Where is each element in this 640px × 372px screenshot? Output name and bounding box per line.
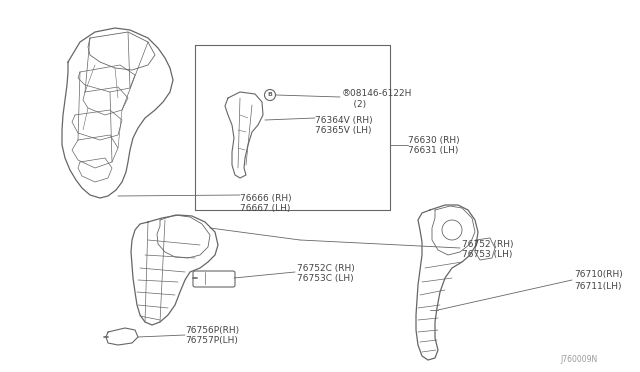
Text: 76710(RH): 76710(RH) [574, 270, 623, 279]
Text: 76365V (LH): 76365V (LH) [315, 126, 371, 135]
Text: B: B [268, 93, 273, 97]
Text: 76753C (LH): 76753C (LH) [297, 275, 354, 283]
Text: (2): (2) [342, 100, 366, 109]
Text: 76711(LH): 76711(LH) [574, 282, 621, 291]
Text: J760009N: J760009N [560, 356, 597, 365]
Text: 76757P(LH): 76757P(LH) [185, 337, 238, 346]
Text: 76667 (LH): 76667 (LH) [240, 205, 291, 214]
Text: 76753 (LH): 76753 (LH) [462, 250, 513, 260]
Text: 76364V (RH): 76364V (RH) [315, 115, 372, 125]
Text: ®08146-6122H: ®08146-6122H [342, 89, 412, 97]
Text: 76631 (LH): 76631 (LH) [408, 147, 458, 155]
Text: 76752 (RH): 76752 (RH) [462, 240, 513, 248]
Text: 76752C (RH): 76752C (RH) [297, 263, 355, 273]
Text: 76630 (RH): 76630 (RH) [408, 135, 460, 144]
Text: 76666 (RH): 76666 (RH) [240, 193, 292, 202]
Text: 76756P(RH): 76756P(RH) [185, 326, 239, 334]
